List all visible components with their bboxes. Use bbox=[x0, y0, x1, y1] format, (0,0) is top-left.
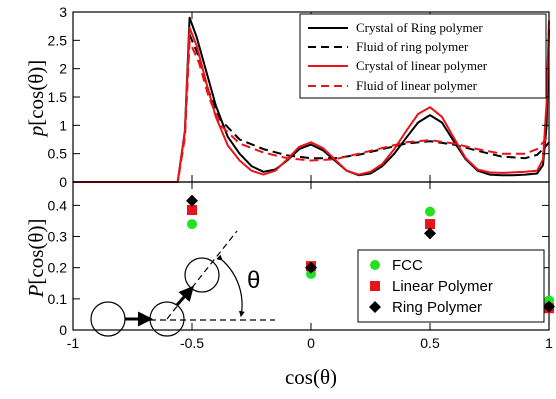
bottom-y-tick-label: 0.2 bbox=[48, 260, 68, 276]
top-y-tick-label: 1.5 bbox=[48, 89, 68, 105]
bottom-legend-box bbox=[357, 249, 545, 323]
x-tick-label: 0.5 bbox=[420, 335, 440, 351]
legend-marker-linear bbox=[370, 281, 380, 291]
legend-label-ring: Ring Polymer bbox=[392, 299, 482, 316]
point-fcc bbox=[306, 268, 316, 279]
top-legend: Crystal of Ring polymer Fluid of ring po… bbox=[299, 13, 547, 99]
top-y-tick-label: 0 bbox=[59, 174, 67, 190]
top-y-tick-label: 0.5 bbox=[48, 146, 68, 162]
bottom-y-axis-label: P[cos(θ)] bbox=[24, 219, 48, 299]
x-tick-label: 0 bbox=[307, 335, 315, 351]
top-legend-box bbox=[299, 13, 547, 99]
x-axis-label: cos(θ) bbox=[285, 365, 337, 389]
bottom-ticks: -1 -0.5 0 0.5 1 0 0.1 0.2 0.3 0.4 bbox=[48, 182, 553, 351]
bottom-y-tick-label: 0.3 bbox=[48, 229, 68, 245]
legend-label-crystal-linear: Crystal of linear polymer bbox=[356, 58, 488, 73]
top-y-tick-label: 3 bbox=[59, 4, 67, 20]
top-y-axis-label: p[cos(θ)] bbox=[24, 60, 48, 139]
bottom-y-tick-label: 0 bbox=[59, 322, 67, 338]
legend-label-crystal-ring: Crystal of Ring polymer bbox=[356, 20, 483, 35]
legend-label-fluid-linear: Fluid of linear polymer bbox=[356, 78, 478, 93]
point-ring-polymer bbox=[543, 300, 555, 313]
x-tick-label: 1 bbox=[545, 335, 553, 351]
point-ring-polymer bbox=[305, 261, 317, 274]
inset-angle-arc bbox=[216, 254, 245, 318]
series-line-fluid-of-linear-polymer bbox=[73, 40, 550, 183]
point-linear-polymer bbox=[425, 219, 435, 230]
top-panel: 0 0.5 1 1.5 2 2.5 3 p[cos(θ)] Crystal of Ring … bbox=[24, 4, 550, 190]
inset-bond-arrow-2 bbox=[175, 285, 194, 306]
top-y-tick-label: 2.5 bbox=[48, 32, 68, 48]
point-linear-polymer bbox=[187, 205, 197, 216]
point-ring-polymer bbox=[186, 194, 198, 207]
inset-angle-label: θ bbox=[247, 267, 260, 294]
x-tick-label: -0.5 bbox=[180, 335, 204, 351]
bottom-y-tick-label: 0.4 bbox=[48, 197, 68, 213]
inset-bead-3 bbox=[184, 257, 220, 293]
legend-marker-ring bbox=[369, 301, 381, 313]
point-fcc bbox=[187, 219, 197, 230]
bottom-panel: -1 -0.5 0 0.5 1 0 0.1 0.2 0.3 0.4 P[cos(θ)] cos(θ… bbox=[24, 181, 555, 389]
top-y-tick-label: 2 bbox=[59, 61, 67, 77]
bottom-scatter-points bbox=[186, 194, 555, 314]
inset-bond-extension bbox=[166, 230, 238, 320]
bottom-legend: FCC Linear Polymer Ring Polymer bbox=[357, 249, 545, 323]
inset-bead-1 bbox=[90, 301, 126, 337]
point-fcc bbox=[544, 295, 554, 306]
legend-label-fluid-ring: Fluid of ring polymer bbox=[356, 39, 469, 54]
angle-inset-diagram: θ bbox=[90, 230, 275, 337]
bottom-y-tick-label: 0.1 bbox=[48, 291, 68, 307]
top-series-lines bbox=[73, 16, 550, 183]
series-line-crystal-of-linear-polymer bbox=[73, 20, 550, 183]
point-fcc bbox=[425, 206, 435, 217]
legend-label-linear: Linear Polymer bbox=[392, 278, 493, 295]
legend-marker-fcc bbox=[370, 260, 380, 270]
top-y-tick-label: 1 bbox=[59, 117, 67, 133]
point-ring-polymer bbox=[424, 227, 436, 240]
x-tick-label: -1 bbox=[67, 335, 80, 351]
legend-label-fcc: FCC bbox=[392, 257, 423, 274]
